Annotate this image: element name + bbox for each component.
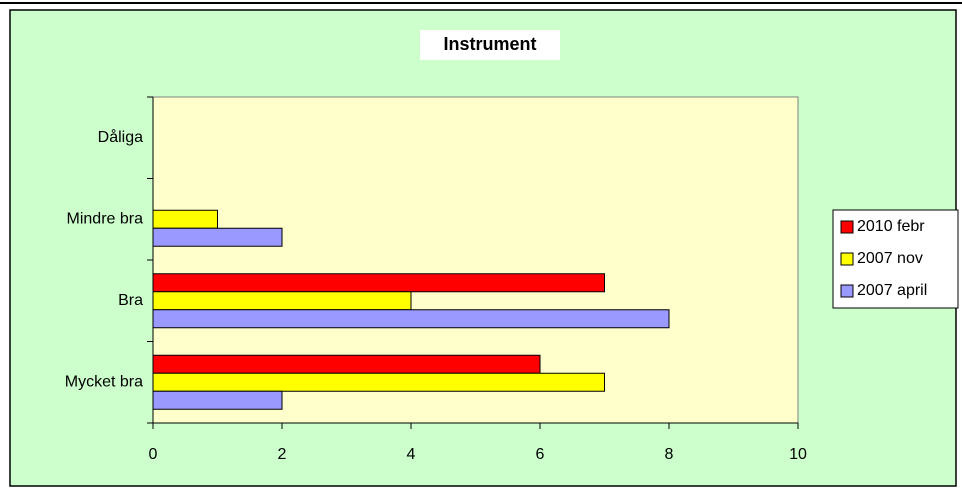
x-tick-label: 4 bbox=[407, 446, 416, 463]
y-tick-label: Bra bbox=[118, 292, 143, 309]
x-tick-label: 10 bbox=[789, 446, 807, 463]
bar bbox=[152, 209, 218, 229]
legend-label: 2007 april bbox=[857, 282, 927, 299]
chart-title: Instrument bbox=[443, 34, 536, 54]
bar bbox=[152, 291, 412, 311]
y-tick-label: Dåliga bbox=[98, 128, 143, 146]
title-box bbox=[420, 30, 560, 60]
legend bbox=[832, 209, 959, 309]
legend-swatch bbox=[840, 284, 854, 298]
y-tick-label: Mycket bra bbox=[65, 373, 143, 390]
bar bbox=[152, 273, 605, 293]
y-tick-label: Mindre bra bbox=[67, 210, 144, 227]
bar bbox=[152, 390, 283, 410]
x-tick-label: 6 bbox=[536, 446, 545, 463]
x-tick-label: 2 bbox=[278, 446, 287, 463]
legend-label: 2010 febr bbox=[857, 218, 925, 235]
bar bbox=[152, 372, 605, 392]
bar bbox=[152, 227, 283, 247]
legend-swatch bbox=[840, 252, 854, 266]
legend-swatch bbox=[840, 220, 854, 234]
bar bbox=[152, 354, 541, 374]
legend-label: 2007 nov bbox=[857, 250, 923, 267]
x-tick-label: 8 bbox=[665, 446, 674, 463]
bar bbox=[152, 309, 670, 329]
x-tick-label: 0 bbox=[149, 446, 158, 463]
